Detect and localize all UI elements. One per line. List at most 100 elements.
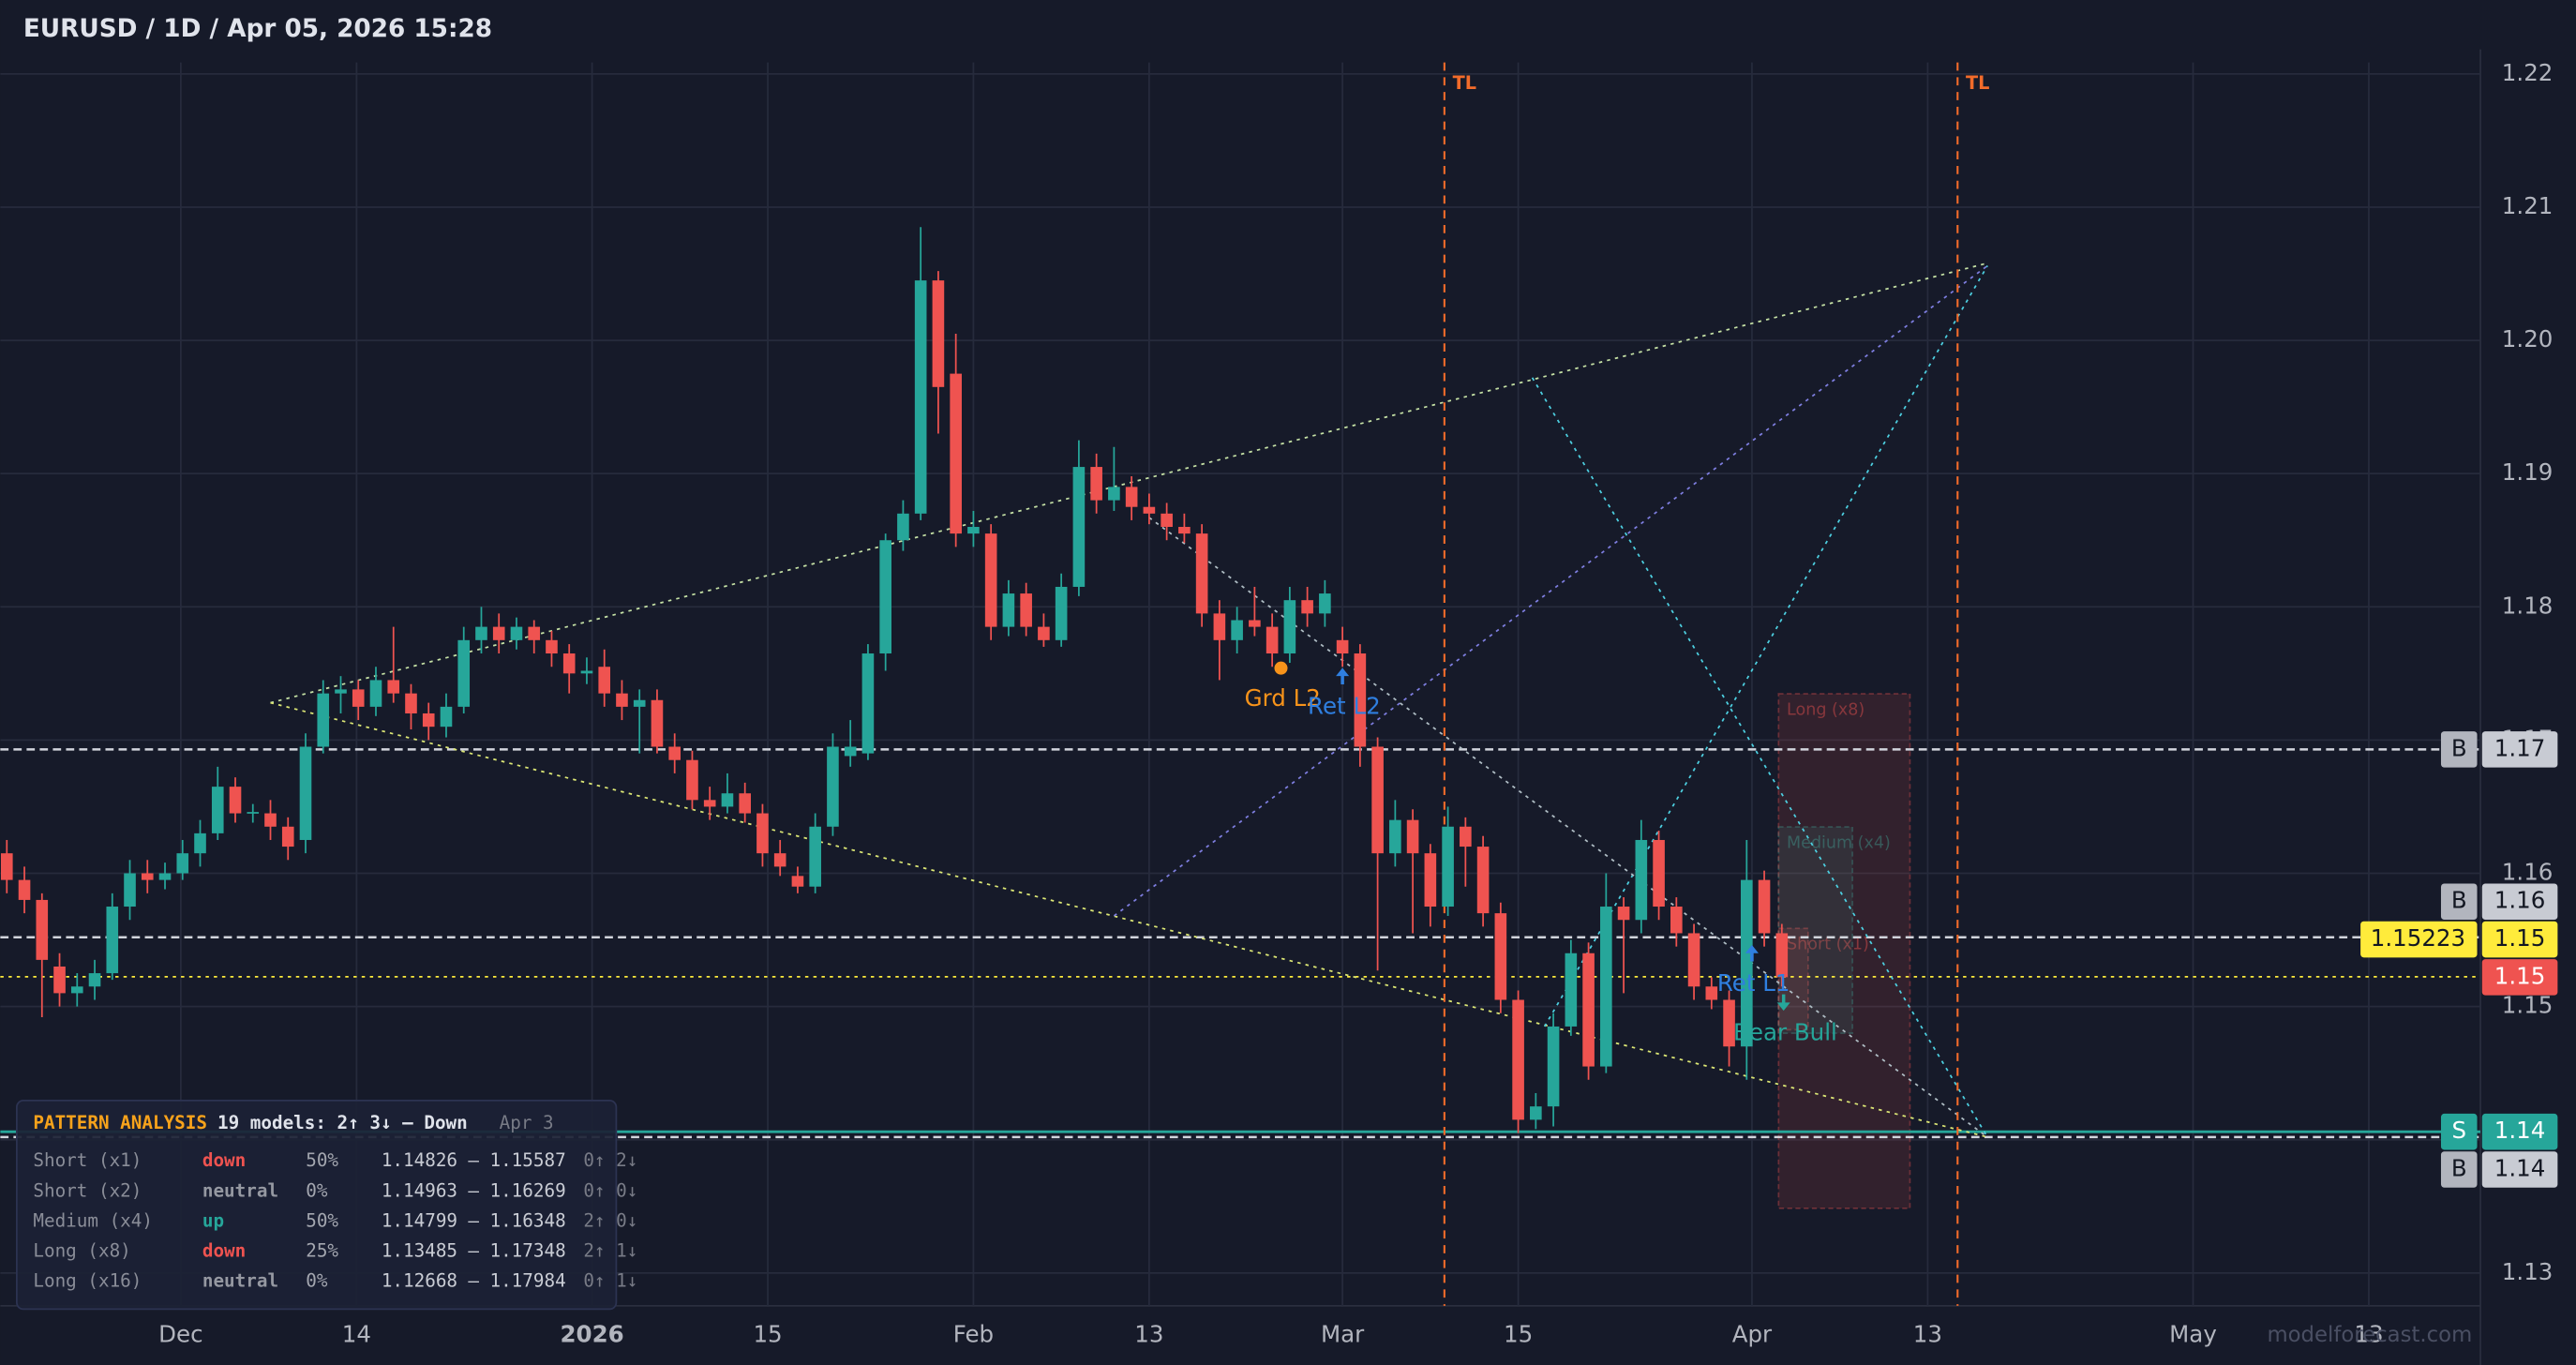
row-direction: up [202,1209,224,1231]
candle-body [335,689,347,694]
candle-body [211,787,224,833]
candle-body [546,639,558,654]
current-price-axis-tag [2481,921,2558,958]
candle-body [1705,986,1718,1000]
forecast-box-label: Medium (x4) [1787,834,1891,853]
candle-body [967,527,980,534]
candles [0,227,1789,1133]
candle-body [247,812,260,814]
candle-body [1125,487,1138,507]
candle-body [1301,600,1313,614]
candle-body [1108,487,1120,501]
candle-body [1476,847,1490,914]
candle-body [299,746,312,840]
forecast-box-label: Short (x1) [1787,936,1869,954]
candle-body [387,680,400,694]
candle-body [1635,839,1648,921]
candle-body [528,626,541,640]
row-low: 1.13485 [382,1239,457,1261]
level-side-tag [2440,1151,2478,1188]
row-low: 1.14826 [382,1149,457,1171]
row-sep: – [468,1149,479,1171]
marker [1274,661,1288,675]
candle-body [580,670,593,674]
price-tags: 1.15 1.15223 1.15 B 1.16 S 1.14 B 1.14 B 1.17 [2360,731,2558,1188]
candle-body [88,973,101,987]
candle-body [1547,1026,1560,1107]
candle-body [369,680,382,707]
level-side: S [2451,1117,2466,1144]
x-tick-label: 14 [342,1320,371,1347]
row-pct: 50% [306,1149,338,1171]
y-tick-label: 1.22 [2502,59,2554,86]
candle-body [1653,839,1665,908]
forecast-box [1777,826,1854,1035]
candle-body [844,746,857,757]
candle-body [53,966,66,994]
candle-body [492,626,505,640]
candle-body [176,853,189,874]
candle-body [1143,506,1156,514]
candle-body [1442,826,1454,908]
overlay: Short (x1) Medium (x4) Long (x8) TL TL [0,62,2481,1306]
candle-body [616,693,628,707]
candle-body [1072,467,1086,587]
candle-body [1406,819,1419,854]
candle-body [194,832,206,854]
row-counts: 2↑ 0↓ [583,1209,637,1231]
candle-body [1195,533,1208,614]
panel-summary: 19 models: 2↑ 3↓ — Down [217,1112,468,1133]
marker-label: Ret L1 [1717,969,1790,997]
candle-body [914,280,927,514]
candle-body [141,873,154,880]
candle-body [1213,613,1226,640]
candle-body [1617,907,1630,921]
candle-body [1371,746,1384,854]
candle-body [598,667,611,694]
candle-body [1231,620,1243,640]
candle-body [1424,853,1437,908]
y-tick-label: 1.15 [2502,992,2554,1019]
candle-body [809,826,821,887]
x-tick-label: May [2169,1320,2217,1347]
level-value-tag [2481,731,2558,768]
y-tick-label: 1.18 [2502,592,2554,619]
y-tick-label: 1.19 [2502,458,2554,486]
x-tick-label: 15 [1504,1320,1533,1347]
row-sep: – [468,1179,479,1201]
y-tick-label: 1.13 [2502,1258,2554,1285]
current-price-label: 1.15 [2494,924,2546,952]
row-pct: 25% [306,1239,338,1261]
row-counts: 0↑ 1↓ [583,1269,637,1291]
candle-body [984,533,997,627]
chart-title: EURUSD / 1D / Apr 05, 2026 15:28 [23,15,492,43]
current-price-value: 1.15223 [2371,924,2465,952]
row-counts: 2↑ 1↓ [583,1239,637,1261]
current-price-tag [2360,921,2478,958]
candle-body [36,899,49,960]
row-direction: down [202,1149,246,1171]
row-high: 1.16269 [489,1179,565,1201]
candle-body [1389,819,1401,854]
candle-body [651,699,664,747]
candle-body [1670,907,1683,934]
candle-body [1565,952,1578,1027]
candle-body [1512,999,1524,1120]
x-tick-label: 2026 [560,1320,623,1347]
candle-body [1319,593,1331,614]
row-low: 1.14799 [382,1209,457,1231]
last-close-label: 1.15 [2494,962,2546,989]
candle-body [1723,999,1735,1047]
candle-body [229,787,242,814]
candle-body [1582,952,1595,1067]
candle-body [1090,467,1102,501]
time-line-label: TL [1966,72,1989,94]
candle-body [1336,639,1349,654]
candle-body [562,653,576,674]
candle-body [791,876,804,887]
x-tick-label: Feb [953,1320,994,1347]
row-name: Short (x1) [33,1149,142,1171]
level-label: 1.17 [2494,734,2546,761]
